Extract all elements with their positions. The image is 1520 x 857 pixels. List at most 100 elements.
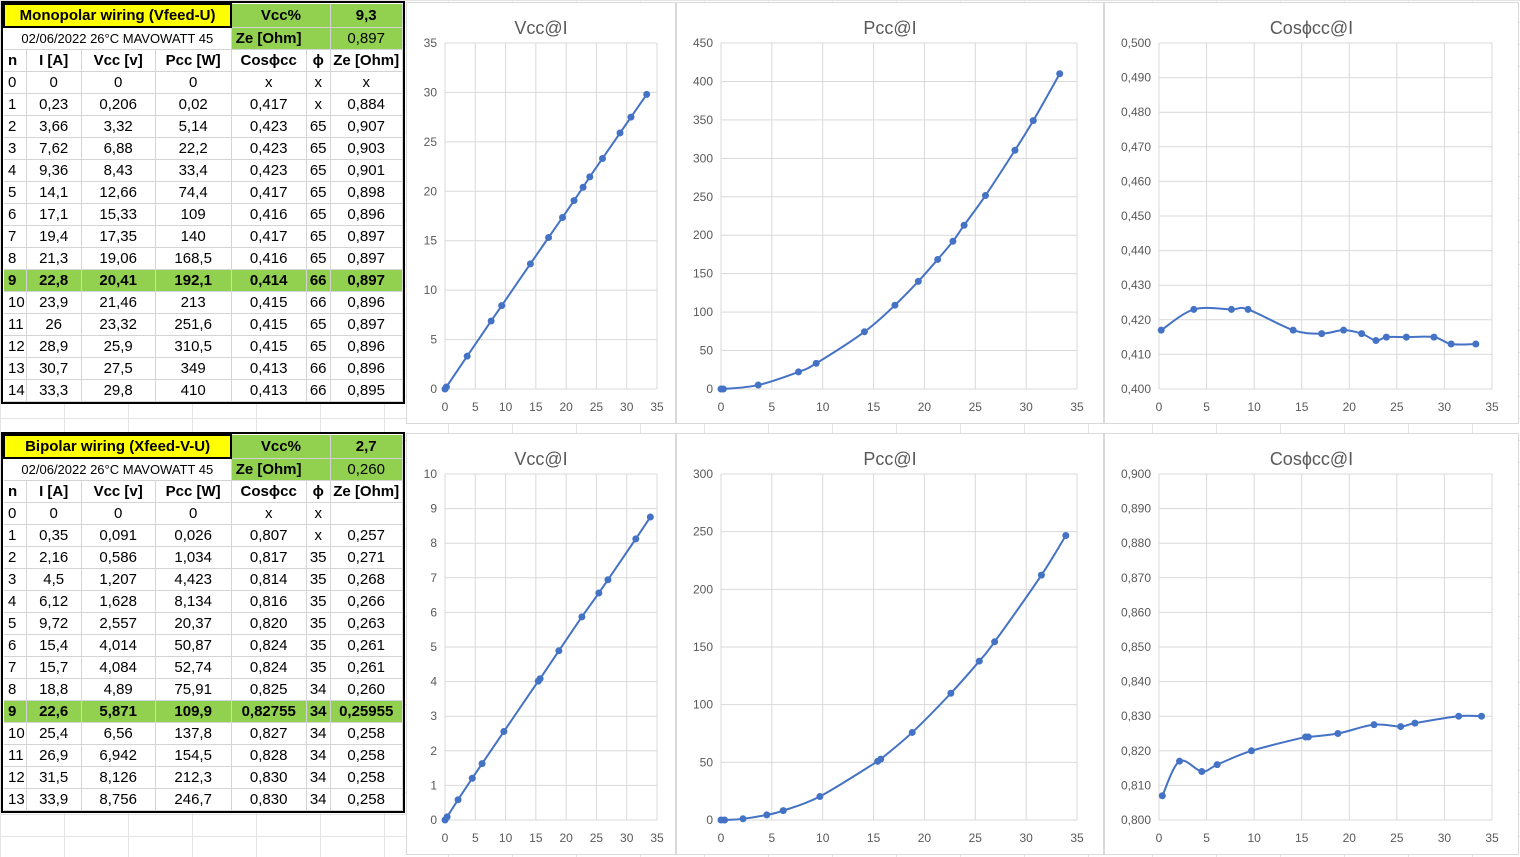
table-cell[interactable]: 9 (4, 700, 27, 723)
column-header[interactable]: Ze [Ohm] (330, 480, 403, 503)
table-cell[interactable]: 0,258 (330, 766, 403, 789)
table-cell[interactable]: 0,413 (231, 379, 307, 402)
table-cell[interactable]: 26,9 (26, 744, 82, 767)
table-cell[interactable]: 35 (306, 634, 331, 657)
table-cell[interactable]: 34 (306, 722, 331, 745)
table-cell[interactable]: 4 (4, 590, 27, 613)
column-header[interactable]: Pcc [W] (155, 49, 232, 72)
table-cell[interactable]: 1,207 (81, 568, 156, 591)
column-header[interactable]: Vcc [v] (81, 49, 156, 72)
table-cell[interactable]: 30,7 (26, 357, 82, 380)
ze-label[interactable]: Ze [Ohm] (231, 27, 331, 50)
table-cell[interactable]: 2,16 (26, 546, 82, 569)
table-cell[interactable]: 0,830 (231, 788, 307, 811)
column-header[interactable]: Vcc [v] (81, 480, 156, 503)
table-cell[interactable]: 15,33 (81, 203, 156, 226)
table-cell[interactable]: 6,88 (81, 137, 156, 160)
table-cell[interactable]: 4,084 (81, 656, 156, 679)
table-cell[interactable]: 66 (306, 291, 331, 314)
table-cell[interactable]: 3,32 (81, 115, 156, 138)
table-cell[interactable]: 0,271 (330, 546, 403, 569)
table-cell[interactable]: 28,9 (26, 335, 82, 358)
table-cell[interactable]: 310,5 (155, 335, 232, 358)
table-cell[interactable]: x (306, 524, 331, 547)
table-cell[interactable]: 0,260 (330, 678, 403, 701)
table-cell[interactable]: x (306, 93, 331, 116)
table-cell[interactable]: 0,817 (231, 546, 307, 569)
table-cell[interactable]: 33,9 (26, 788, 82, 811)
table-cell[interactable]: 0,263 (330, 612, 403, 635)
table-cell[interactable]: 35 (306, 568, 331, 591)
table-cell[interactable]: 1,034 (155, 546, 232, 569)
table-cell[interactable]: 26 (26, 313, 82, 336)
table-cell[interactable]: 25,9 (81, 335, 156, 358)
column-header[interactable]: Ze [Ohm] (330, 49, 403, 72)
table-cell[interactable]: x (330, 71, 403, 94)
table-cell[interactable]: 52,74 (155, 656, 232, 679)
table-cell[interactable]: 0,415 (231, 335, 307, 358)
column-header[interactable]: ϕ (306, 49, 331, 72)
table-cell[interactable]: 0,417 (231, 93, 307, 116)
table-cell[interactable]: 0 (4, 502, 27, 525)
table-cell[interactable]: 6 (4, 203, 27, 226)
table-cell[interactable]: 22,8 (26, 269, 82, 292)
table-cell[interactable]: 34 (306, 766, 331, 789)
table-cell[interactable]: 0,824 (231, 634, 307, 657)
table-cell[interactable]: 0,897 (330, 225, 403, 248)
column-header[interactable]: I [A] (26, 49, 82, 72)
table-cell[interactable]: 34 (306, 700, 331, 723)
table-cell[interactable]: 0,807 (231, 524, 307, 547)
table-cell[interactable]: 0,895 (330, 379, 403, 402)
table-cell[interactable]: 33,3 (26, 379, 82, 402)
column-header[interactable]: n (4, 49, 27, 72)
table-cell[interactable]: 15,7 (26, 656, 82, 679)
ze-value[interactable]: 0,260 (330, 458, 403, 481)
table-cell[interactable]: 246,7 (155, 788, 232, 811)
table-cell[interactable]: 8,126 (81, 766, 156, 789)
chart-vcc-monopolar[interactable]: Vcc@I 0 5 10 15 20 25 30 35 0 5 10 15 20 25 30 35 (406, 2, 676, 424)
column-header[interactable]: Pcc [W] (155, 480, 232, 503)
table-cell[interactable]: 10 (4, 722, 27, 745)
vcc-percent-label[interactable]: Vcc% (231, 4, 331, 28)
table-cell[interactable]: 11 (4, 313, 27, 336)
table-cell[interactable]: 0,416 (231, 203, 307, 226)
column-header[interactable]: Cosϕcc (231, 49, 307, 72)
table-cell[interactable]: 18,8 (26, 678, 82, 701)
table-cell[interactable]: 0,828 (231, 744, 307, 767)
table-cell[interactable]: 29,8 (81, 379, 156, 402)
table-cell[interactable]: x (231, 502, 307, 525)
vcc-percent-value[interactable]: 2,7 (330, 435, 403, 459)
table-title[interactable]: Bipolar wiring (Xfeed-V-U) (2, 434, 233, 459)
table-cell[interactable]: 0,898 (330, 181, 403, 204)
table-cell[interactable]: 21,3 (26, 247, 82, 270)
table-cell[interactable]: 65 (306, 137, 331, 160)
table-cell[interactable]: 410 (155, 379, 232, 402)
table-cell[interactable]: 349 (155, 357, 232, 380)
table-cell[interactable]: 0,257 (330, 524, 403, 547)
table-cell[interactable]: 168,5 (155, 247, 232, 270)
table-cell[interactable]: 0,897 (330, 313, 403, 336)
table-title[interactable]: Monopolar wiring (Vfeed-U) (2, 3, 233, 28)
table-cell[interactable]: 0,824 (231, 656, 307, 679)
table-cell[interactable]: 192,1 (155, 269, 232, 292)
table-cell[interactable]: 35 (306, 612, 331, 635)
table-cell[interactable]: 17,1 (26, 203, 82, 226)
table-cell[interactable]: 137,8 (155, 722, 232, 745)
table-cell[interactable]: 0 (155, 71, 232, 94)
table-cell[interactable]: 7,62 (26, 137, 82, 160)
table-cell[interactable]: 20,37 (155, 612, 232, 635)
table-cell[interactable]: 75,91 (155, 678, 232, 701)
table-cell[interactable]: 65 (306, 115, 331, 138)
table-cell[interactable]: 0,82755 (231, 700, 307, 723)
table-cell[interactable]: 0,25955 (330, 700, 403, 723)
table-cell[interactable]: 0 (26, 502, 82, 525)
vcc-percent-value[interactable]: 9,3 (330, 4, 403, 28)
table-cell[interactable]: 0,268 (330, 568, 403, 591)
table-cell[interactable]: 12,66 (81, 181, 156, 204)
table-cell[interactable]: 0,258 (330, 788, 403, 811)
table-cell[interactable]: 0 (81, 71, 156, 94)
table-cell[interactable]: 1 (4, 524, 27, 547)
table-cell[interactable]: 34 (306, 678, 331, 701)
table-cell[interactable]: 4,5 (26, 568, 82, 591)
table-cell[interactable]: 0,907 (330, 115, 403, 138)
